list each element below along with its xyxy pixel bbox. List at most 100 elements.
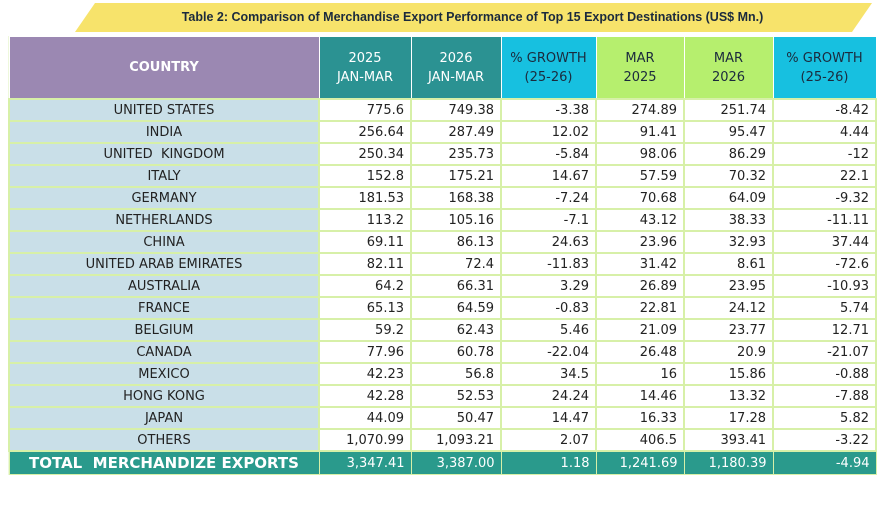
value-cell: -11.11 [772,208,877,232]
value-cell: 235.73 [410,142,502,166]
header-line: % GROWTH [786,50,863,66]
data-row: JAPAN 44.09 50.47 14.47 16.33 17.28 5.82 [8,406,877,430]
value-cell: 256.64 [318,120,412,144]
country-cell: UNITED KINGDOM [8,142,320,166]
data-row: GERMANY 181.53 168.38 -7.24 70.68 64.09 -9.32 [8,186,877,210]
data-row: AUSTRALIA 64.2 66.31 3.29 26.89 23.95 -10.93 [8,274,877,298]
value-cell: -0.83 [500,296,597,320]
header-cell: 2026 JAN-MAR [410,36,502,100]
value-cell: 17.28 [683,406,774,430]
value-cell: -3.38 [500,98,597,122]
value-cell: 749.38 [410,98,502,122]
value-cell: 31.42 [595,252,685,276]
total-value: -4.94 [772,450,877,475]
header-line: JAN-MAR [427,69,485,85]
value-cell: 1,070.99 [318,428,412,452]
value-cell: 22.1 [772,164,877,188]
value-cell: 64.09 [683,186,774,210]
value-cell: 86.29 [683,142,774,166]
value-cell: 5.74 [772,296,877,320]
country-cell: FRANCE [8,296,320,320]
value-cell: 168.38 [410,186,502,210]
value-cell: 5.82 [772,406,877,430]
value-cell: 23.96 [595,230,685,254]
value-cell: 91.41 [595,120,685,144]
value-cell: 14.47 [500,406,597,430]
value-cell: 5.46 [500,318,597,342]
value-cell: 32.93 [683,230,774,254]
value-cell: 251.74 [683,98,774,122]
value-cell: -10.93 [772,274,877,298]
value-cell: 13.32 [683,384,774,408]
value-cell: 16 [595,362,685,386]
export-table: COUNTRY 2025 JAN-MAR 2026 JAN-MAR % GROWTH (25… [8,36,877,475]
value-cell: 70.32 [683,164,774,188]
total-value: 1,241.69 [595,450,685,475]
header-line: (25-26) [800,69,849,85]
value-cell: 98.06 [595,142,685,166]
total-value: 1.18 [500,450,597,475]
header-line: % GROWTH [510,50,587,66]
table-title: Table 2: Comparison of Merchandise Expor… [181,10,764,24]
value-cell: 15.86 [683,362,774,386]
value-cell: 250.34 [318,142,412,166]
value-cell: 24.63 [500,230,597,254]
value-cell: 64.59 [410,296,502,320]
value-cell: 70.68 [595,186,685,210]
data-row: OTHERS 1,070.99 1,093.21 2.07 406.5 393.41 -3.… [8,428,877,452]
value-cell: 14.46 [595,384,685,408]
value-cell: 42.23 [318,362,412,386]
value-cell: -22.04 [500,340,597,364]
value-cell: 113.2 [318,208,412,232]
value-cell: 62.43 [410,318,502,342]
header-line: 2026 [439,50,473,66]
data-row: CANADA 77.96 60.78 -22.04 26.48 20.9 -21.07 [8,340,877,364]
value-cell: 3.29 [500,274,597,298]
country-cell: GERMANY [8,186,320,210]
data-row: CHINA 69.11 86.13 24.63 23.96 32.93 37.44 [8,230,877,254]
data-row: HONG KONG 42.28 52.53 24.24 14.46 13.32 -7.88 [8,384,877,408]
value-cell: 274.89 [595,98,685,122]
value-cell: 14.67 [500,164,597,188]
value-cell: -5.84 [500,142,597,166]
header-cell: % GROWTH (25-26) [500,36,597,100]
value-cell: 26.48 [595,340,685,364]
value-cell: -0.88 [772,362,877,386]
value-cell: 44.09 [318,406,412,430]
value-cell: 406.5 [595,428,685,452]
value-cell: 95.47 [683,120,774,144]
value-cell: 181.53 [318,186,412,210]
value-cell: 77.96 [318,340,412,364]
data-row: UNITED KINGDOM 250.34 235.73 -5.84 98.06 86.2… [8,142,877,166]
value-cell: 21.09 [595,318,685,342]
header-line: MAR [713,50,744,66]
value-cell: 23.77 [683,318,774,342]
value-cell: 2.07 [500,428,597,452]
value-cell: 60.78 [410,340,502,364]
value-cell: -9.32 [772,186,877,210]
value-cell: 64.2 [318,274,412,298]
value-cell: 12.71 [772,318,877,342]
data-row: NETHERLANDS 113.2 105.16 -7.1 43.12 38.33 -11.… [8,208,877,232]
value-cell: 26.89 [595,274,685,298]
value-cell: -21.07 [772,340,877,364]
value-cell: -12 [772,142,877,166]
header-line: 2025 [348,50,382,66]
header-cell: MAR 2026 [683,36,774,100]
value-cell: 66.31 [410,274,502,298]
value-cell: 24.24 [500,384,597,408]
country-cell: UNITED ARAB EMIRATES [8,252,320,276]
country-cell: INDIA [8,120,320,144]
value-cell: 82.11 [318,252,412,276]
header-row: COUNTRY 2025 JAN-MAR 2026 JAN-MAR % GROWTH (25… [8,36,877,100]
value-cell: 69.11 [318,230,412,254]
value-cell: 175.21 [410,164,502,188]
header-line: MAR [625,50,655,66]
value-cell: 8.61 [683,252,774,276]
header-cell: % GROWTH (25-26) [772,36,877,100]
country-cell: HONG KONG [8,384,320,408]
value-cell: 105.16 [410,208,502,232]
value-cell: 56.8 [410,362,502,386]
header-cell: COUNTRY [8,36,320,100]
value-cell: -7.1 [500,208,597,232]
